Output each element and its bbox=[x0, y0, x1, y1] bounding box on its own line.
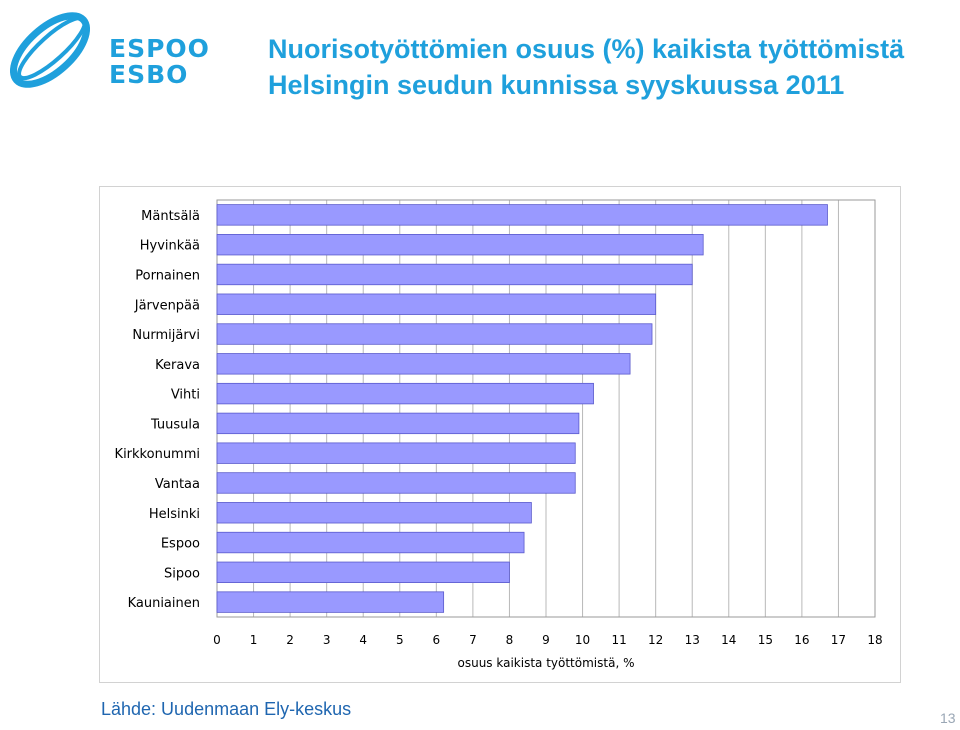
title-line-1: Nuorisotyöttömien osuus (%) kaikista työ… bbox=[268, 34, 905, 64]
plot-border bbox=[216, 199, 876, 618]
bar-vantaa bbox=[216, 472, 576, 494]
chart-frame: Mäntsälä Hyvinkää Pornainen Järvenpää Nurmij… bbox=[99, 186, 901, 683]
category-label: Järvenpää bbox=[134, 298, 200, 313]
category-label: Sipoo bbox=[164, 566, 200, 581]
bar-pornainen bbox=[216, 263, 693, 286]
category-label: Nurmijärvi bbox=[132, 328, 200, 343]
bar-sipoo bbox=[216, 561, 510, 583]
x-tick-label: 11 bbox=[611, 633, 626, 647]
bar-vihti bbox=[216, 382, 594, 405]
page-number: 13 bbox=[940, 710, 956, 726]
category-label: Hyvinkää bbox=[140, 239, 200, 254]
source-note: Lähde: Uudenmaan Ely-keskus bbox=[101, 699, 352, 719]
logo-text-esbo: ESBO bbox=[109, 60, 189, 89]
x-tick-label: 4 bbox=[359, 633, 367, 647]
bar-hyvinkää bbox=[216, 234, 704, 256]
bar-chart: Mäntsälä Hyvinkää Pornainen Järvenpää Nurmij… bbox=[115, 199, 883, 670]
x-tick-label: 15 bbox=[758, 633, 773, 647]
x-tick-label: 9 bbox=[542, 633, 550, 647]
x-tick-label: 17 bbox=[831, 633, 846, 647]
logo-text-espoo: ESPOO bbox=[109, 34, 210, 63]
x-tick-label: 8 bbox=[506, 633, 514, 647]
x-tick-label: 1 bbox=[250, 633, 258, 647]
x-tick-label: 14 bbox=[721, 633, 736, 647]
category-label: Vantaa bbox=[155, 477, 200, 492]
category-label: Helsinki bbox=[149, 507, 200, 522]
category-label: Kirkkonummi bbox=[115, 447, 200, 462]
espoo-logo: ESPOO ESBO bbox=[0, 0, 209, 100]
x-axis-label: osuus kaikista työttömistä, % bbox=[458, 656, 635, 670]
bar-kauniainen bbox=[216, 591, 445, 613]
x-tick-label: 13 bbox=[685, 633, 700, 647]
x-tick-label: 0 bbox=[213, 633, 221, 647]
x-tick-label: 16 bbox=[794, 633, 809, 647]
x-tick-label: 10 bbox=[575, 633, 590, 647]
bar-järvenpää bbox=[216, 293, 657, 315]
category-label: Kauniainen bbox=[128, 596, 200, 611]
bar-kirkkonummi bbox=[216, 442, 576, 464]
bar-espoo bbox=[216, 531, 525, 554]
x-tick-label: 6 bbox=[433, 633, 441, 647]
category-label: Pornainen bbox=[135, 268, 200, 283]
category-label: Vihti bbox=[171, 388, 200, 403]
x-tick-label: 2 bbox=[286, 633, 294, 647]
bar-nurmijärvi bbox=[216, 323, 653, 345]
x-tick-label: 12 bbox=[648, 633, 663, 647]
category-label: Mäntsälä bbox=[141, 209, 200, 224]
bar-helsinki bbox=[216, 502, 532, 524]
x-tick-label: 5 bbox=[396, 633, 404, 647]
bar-mäntsälä bbox=[216, 204, 828, 226]
espoo-swirl-icon bbox=[9, 12, 91, 88]
category-label: Kerava bbox=[155, 358, 200, 373]
category-label: Tuusula bbox=[150, 417, 200, 432]
x-tick-label: 7 bbox=[469, 633, 477, 647]
x-tick-label: 18 bbox=[867, 633, 882, 647]
bar-tuusula bbox=[216, 412, 580, 435]
x-tick-label: 3 bbox=[323, 633, 331, 647]
category-label: Espoo bbox=[161, 537, 200, 552]
title-line-2: Helsingin seudun kunnissa syyskuussa 201… bbox=[268, 70, 845, 100]
page-title: Nuorisotyöttömien osuus (%) kaikista työ… bbox=[268, 31, 958, 103]
bar-kerava bbox=[216, 353, 631, 375]
